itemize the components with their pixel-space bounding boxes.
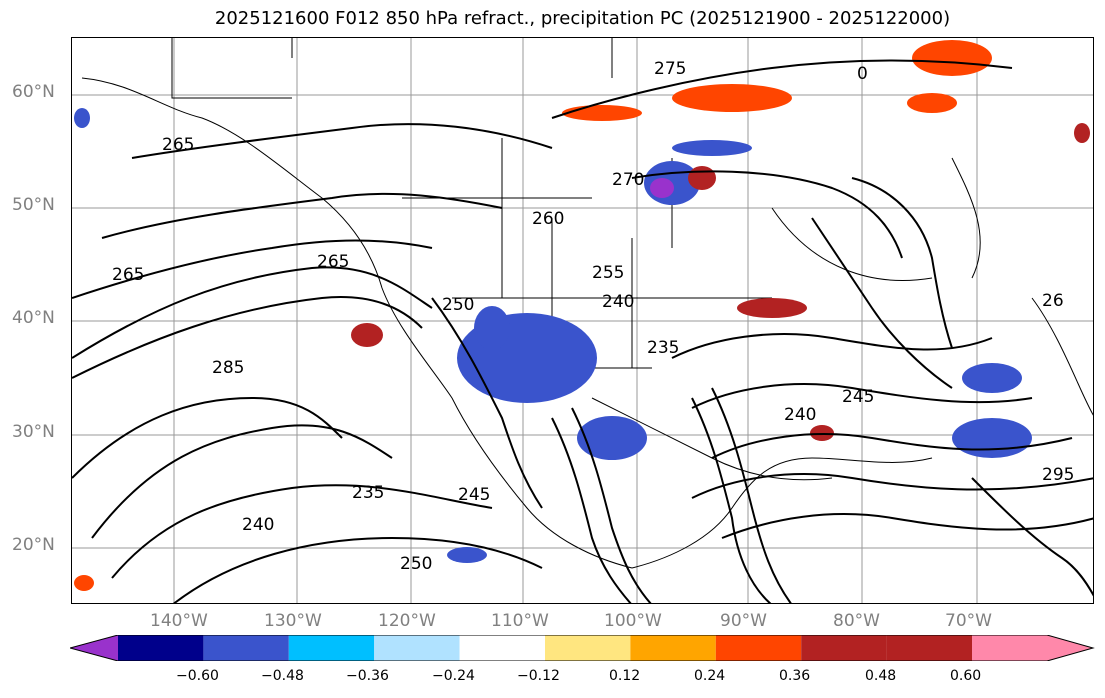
- graticule: [72, 38, 1093, 603]
- colorbar-segment: [203, 635, 289, 661]
- map-canvas: 275 270 265 265 260 255 250 245 240 240 …: [72, 38, 1093, 603]
- colorbar-outline: [70, 635, 1095, 661]
- colorbar-segment: [801, 635, 887, 661]
- contour-label: 255: [592, 263, 624, 283]
- colorbar-segment: [1047, 635, 1093, 661]
- colorbar-segment: [374, 635, 460, 661]
- colorbar-tick-label: −0.12: [517, 668, 560, 684]
- colorbar-tick-label: 0.48: [865, 668, 897, 684]
- refractivity-contours: [72, 59, 1093, 603]
- colorbar-tick-label: 0.24: [694, 668, 726, 684]
- colorbar: [70, 635, 1095, 661]
- colorbar-segment: [70, 635, 118, 661]
- colorbar-segment: [288, 635, 375, 661]
- map-title: 2025121600 F012 850 hPa refract., precip…: [214, 8, 951, 29]
- contour-label: 275: [654, 59, 686, 79]
- contour-label: 0: [857, 64, 868, 84]
- colorbar-segment: [118, 635, 204, 661]
- colorbar-segment: [459, 635, 545, 661]
- contour-label: 26: [1042, 291, 1064, 311]
- precip-shading: [74, 40, 1090, 591]
- contour-label: 240: [242, 515, 274, 535]
- colorbar-segment: [630, 635, 716, 661]
- contour-label: 250: [442, 295, 474, 315]
- contour-label: 240: [602, 292, 634, 312]
- lat-label: 60°N: [12, 82, 55, 102]
- colorbar-tick-label: 0.36: [779, 668, 811, 684]
- colorbar-segment: [972, 635, 1047, 661]
- lon-label: 100°W: [604, 611, 662, 631]
- lat-label: 50°N: [12, 195, 55, 215]
- lon-label: 80°W: [833, 611, 880, 631]
- colorbar-segment: [715, 635, 802, 661]
- lon-label: 110°W: [491, 611, 549, 631]
- contour-label-group: 275 270 265 265 260 255 250 245 240 240 …: [112, 59, 1074, 574]
- lat-label: 40°N: [12, 308, 55, 328]
- colorbar-tick-label: 0.60: [950, 668, 982, 684]
- colorbar-tick-label: 0.12: [609, 668, 641, 684]
- contour-label: 265: [317, 252, 349, 272]
- colorbar-segment: [886, 635, 972, 661]
- colorbar-tick-label: −0.24: [432, 668, 475, 684]
- lon-label: 140°W: [150, 611, 208, 631]
- lon-label: 130°W: [264, 611, 322, 631]
- colorbar-segment: [545, 635, 631, 661]
- lat-label: 20°N: [12, 535, 55, 555]
- contour-label: 265: [162, 135, 194, 155]
- contour-label: 270: [612, 170, 644, 190]
- contour-label: 235: [352, 483, 384, 503]
- lon-label: 90°W: [720, 611, 767, 631]
- contour-label: 245: [458, 485, 490, 505]
- colorbar-tick-label: −0.48: [261, 668, 304, 684]
- lon-label: 120°W: [378, 611, 436, 631]
- lon-label: 70°W: [945, 611, 992, 631]
- lat-label: 30°N: [12, 422, 55, 442]
- contour-label: 260: [532, 209, 564, 229]
- contour-label: 240: [784, 405, 816, 425]
- contour-label: 295: [1042, 465, 1074, 485]
- map-panel: 275 270 265 265 260 255 250 245 240 240 …: [71, 37, 1094, 604]
- colorbar-tick-label: −0.60: [176, 668, 219, 684]
- contour-label: 285: [212, 358, 244, 378]
- contour-label: 245: [842, 387, 874, 407]
- colorbar-tick-label: −0.36: [346, 668, 389, 684]
- contour-label: 235: [647, 338, 679, 358]
- contour-label: 250: [400, 554, 432, 574]
- contour-label: 265: [112, 265, 144, 285]
